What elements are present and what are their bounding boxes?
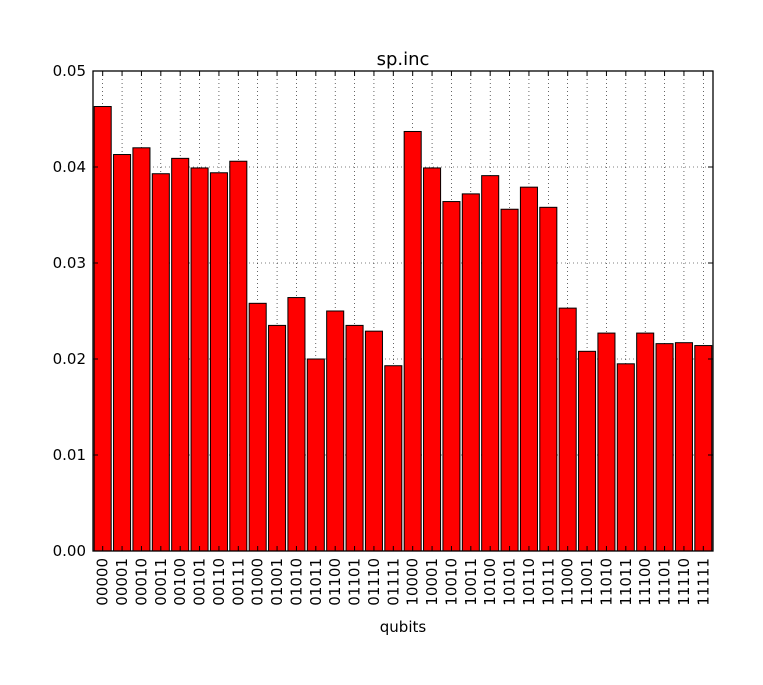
bar: [345, 324, 364, 552]
bar: [132, 147, 151, 552]
x-tick-label: 10101: [501, 558, 519, 606]
x-tick-label: 00000: [94, 558, 112, 606]
bar: [461, 193, 480, 552]
x-tick-label: 00011: [152, 558, 170, 606]
y-tick-label: 0.05: [53, 62, 86, 80]
bar: [229, 160, 248, 552]
x-axis-label: qubits: [380, 618, 427, 636]
bar: [113, 154, 132, 552]
bar: [326, 310, 345, 552]
chart-title: sp.inc: [377, 49, 430, 70]
bar: [655, 343, 674, 552]
bar: [674, 342, 693, 552]
x-axis-ticks: 00000 00001 00010 00011 00100 00101 00110 00111…: [94, 71, 712, 606]
x-tick-label: 10111: [539, 558, 557, 606]
bar: [539, 206, 558, 552]
bars: [93, 106, 713, 552]
x-tick-label: 11010: [597, 558, 615, 606]
x-tick-label: 10010: [442, 558, 460, 606]
bar: [93, 106, 112, 552]
x-tick-label: 01010: [287, 558, 305, 606]
bar: [268, 324, 287, 552]
bar: [500, 208, 519, 552]
x-tick-label: 01000: [249, 558, 267, 606]
bar: [558, 307, 577, 552]
x-tick-label: 01111: [384, 558, 402, 606]
x-tick-label: 00110: [210, 558, 228, 606]
bar: [171, 157, 190, 552]
bar: [287, 297, 306, 552]
bar: [616, 363, 635, 552]
bar: [519, 186, 538, 552]
x-tick-label: 11100: [636, 558, 654, 606]
bar: [423, 167, 442, 552]
y-tick-label: 0.03: [53, 254, 86, 272]
y-tick-label: 0.04: [53, 158, 86, 176]
x-tick-label: 11110: [675, 558, 693, 606]
bar: [306, 358, 325, 552]
bar: [190, 167, 209, 552]
y-tick-label: 0.02: [53, 350, 86, 368]
bar: [694, 345, 713, 552]
bar: [578, 350, 597, 552]
bar: [151, 173, 170, 552]
x-tick-label: 00001: [113, 558, 131, 606]
bar: [209, 172, 228, 552]
x-tick-label: 01100: [326, 558, 344, 606]
x-tick-label: 01001: [268, 558, 286, 606]
x-tick-label: 11011: [617, 558, 635, 606]
bar: [248, 302, 267, 552]
x-tick-label: 11000: [559, 558, 577, 606]
x-tick-label: 10001: [423, 558, 441, 606]
bar: [403, 130, 422, 552]
bar: [384, 365, 403, 552]
x-tick-label: 11101: [656, 558, 674, 606]
x-tick-label: 10011: [462, 558, 480, 606]
x-tick-label: 11001: [578, 558, 596, 606]
bar: [636, 332, 655, 552]
x-tick-label: 00010: [132, 558, 150, 606]
bar: [481, 175, 500, 552]
x-tick-label: 11111: [694, 558, 712, 606]
x-tick-label: 01101: [346, 558, 364, 606]
x-tick-label: 00111: [229, 558, 247, 606]
bar: [442, 201, 461, 552]
x-tick-label: 01011: [307, 558, 325, 606]
x-tick-label: 10000: [404, 558, 422, 606]
x-tick-label: 10110: [520, 558, 538, 606]
bar: [597, 332, 616, 552]
plot-area-frame: [92, 70, 714, 552]
x-tick-label: 00100: [171, 558, 189, 606]
bar: [364, 330, 383, 552]
y-tick-label: 0.00: [53, 542, 86, 560]
x-tick-label: 00101: [191, 558, 209, 606]
x-tick-label: 10100: [481, 558, 499, 606]
x-tick-label: 01110: [365, 558, 383, 606]
y-tick-label: 0.01: [53, 446, 86, 464]
y-axis-ticks: 0.00 0.01 0.02 0.03 0.04 0.05: [53, 62, 713, 560]
